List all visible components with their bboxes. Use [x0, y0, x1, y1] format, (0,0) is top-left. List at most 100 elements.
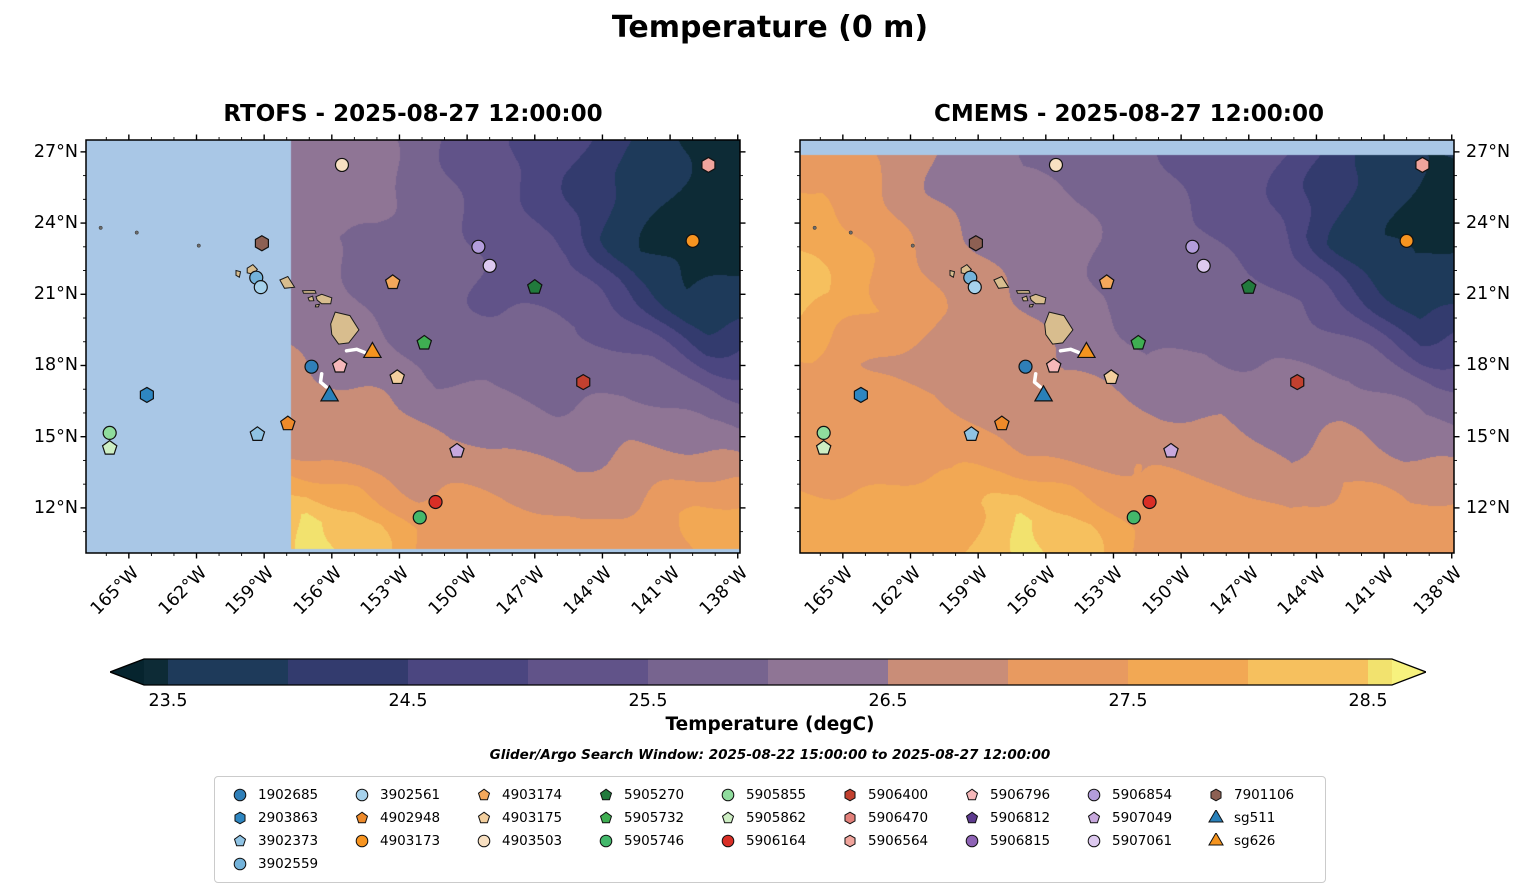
colorbar-segment — [144, 659, 169, 685]
island-molokai — [301, 289, 317, 294]
pentagon-marker-icon — [721, 811, 735, 824]
legend-label: 5906564 — [868, 833, 929, 849]
legend-marker-5906854 — [1087, 788, 1101, 802]
colorbar-tick-label: 26.5 — [868, 691, 908, 711]
glider-tracks — [318, 347, 367, 389]
legend-item-5906400: 5906400 — [839, 785, 945, 805]
legend-column: 5906854 5907049 5907061 — [1083, 785, 1189, 874]
glider-track-sg626 — [1058, 347, 1081, 355]
hexagon-marker-icon — [844, 811, 856, 825]
search-window-subtitle: Glider/Argo Search Window: 2025-08-22 15… — [489, 747, 1051, 763]
circle-marker-icon — [233, 857, 247, 871]
island-lanai — [307, 295, 315, 302]
legend-item-5905855: 5905855 — [717, 785, 823, 805]
float-marker-5905270 — [1240, 278, 1257, 294]
legend-label: 5906812 — [990, 810, 1051, 826]
legend-column: 7901106 sg511 sg626 — [1205, 785, 1311, 874]
legend-item-4902948: 4902948 — [351, 808, 457, 828]
float-marker-2903863 — [139, 386, 154, 404]
legend: 1902685 2903863 3902373 3902559 3902561 49029… — [214, 776, 1326, 883]
colorbar-segment — [888, 659, 1009, 685]
island-niihau — [235, 269, 242, 278]
float-marker-5905270 — [526, 278, 543, 294]
float-marker-4903503 — [334, 157, 350, 173]
colorbar-segment — [288, 659, 409, 685]
triangle-marker-icon — [1208, 833, 1224, 846]
legend-item-sg626: sg626 — [1205, 831, 1311, 851]
legend-label: 4903503 — [502, 833, 563, 849]
colorbar-segment — [168, 659, 289, 685]
hexagon-marker-icon — [1210, 788, 1222, 802]
axis-ticks — [80, 134, 746, 559]
float-marker-5905732 — [416, 334, 433, 350]
legend-column: 1902685 2903863 3902373 3902559 — [229, 785, 335, 874]
map-panel-rtofs — [80, 134, 746, 559]
legend-marker-3902373 — [233, 834, 247, 847]
glider-tracks — [1032, 347, 1081, 389]
triangle-marker-icon — [1208, 810, 1224, 823]
float-markers — [815, 156, 1430, 525]
float-marker-5906854 — [1185, 239, 1200, 254]
legend-item-5905270: 5905270 — [595, 785, 701, 805]
glider-track-sg511 — [1032, 372, 1042, 389]
legend-item-2903863: 2903863 — [229, 808, 335, 828]
float-marker-4903175 — [389, 369, 406, 385]
circle-marker-icon — [599, 834, 613, 848]
legend-marker-5906796 — [965, 788, 979, 801]
legend-label: 5907049 — [1112, 810, 1173, 826]
hexagon-marker-icon — [844, 834, 856, 848]
circle-marker-icon — [721, 788, 735, 802]
legend-item-5906470: 5906470 — [839, 808, 945, 828]
legend-label: 5906854 — [1112, 787, 1173, 803]
legend-label: 5906470 — [868, 810, 929, 826]
float-marker-3902561 — [967, 280, 982, 295]
lat-tick-label: 18°N — [1466, 355, 1511, 376]
map-overlay-rtofs — [80, 134, 746, 559]
circle-marker-icon — [1087, 834, 1101, 848]
legend-label: 5905855 — [746, 787, 807, 803]
island-nw-islet — [98, 225, 103, 230]
legend-label: 4903173 — [380, 833, 441, 849]
pentagon-marker-icon — [1087, 811, 1101, 824]
legend-label: 5905270 — [624, 787, 685, 803]
float-marker-4902948 — [994, 415, 1010, 431]
legend-item-5905746: 5905746 — [595, 831, 701, 851]
legend-marker-5905862 — [721, 811, 735, 824]
lat-tick-label: 27°N — [33, 141, 78, 162]
island-hawaii — [330, 311, 360, 345]
colorbar-tick-label: 23.5 — [148, 691, 188, 711]
float-marker-5907061 — [482, 258, 497, 273]
legend-label: 4903174 — [502, 787, 563, 803]
legend-marker-5905855 — [721, 788, 735, 802]
circle-marker-icon — [233, 788, 247, 802]
pentagon-marker-icon — [233, 834, 247, 847]
legend-marker-5906400 — [844, 788, 856, 802]
island-nihoa — [196, 243, 201, 248]
legend-item-3902561: 3902561 — [351, 785, 457, 805]
island-oahu — [279, 275, 296, 289]
colorbar-segment — [768, 659, 889, 685]
colorbar-segment — [1248, 659, 1369, 685]
legend-marker-4902948 — [355, 811, 369, 824]
island-necker — [848, 230, 853, 235]
lat-tick-label: 24°N — [33, 213, 78, 234]
legend-item-5907049: 5907049 — [1083, 808, 1189, 828]
float-marker-5906796 — [1045, 357, 1062, 373]
pentagon-marker-icon — [355, 811, 369, 824]
legend-column: 5906400 5906470 5906564 — [839, 785, 945, 874]
float-marker-5906854 — [471, 239, 486, 254]
legend-item-5906164: 5906164 — [717, 831, 823, 851]
legend-marker-7901106 — [1210, 788, 1222, 802]
legend-label: 5906164 — [746, 833, 807, 849]
hexagon-marker-icon — [844, 788, 856, 802]
axis-ticks — [794, 134, 1460, 559]
island-necker — [134, 230, 139, 235]
colorbar — [110, 658, 1426, 686]
legend-label: 5906400 — [868, 787, 929, 803]
colorbar-tick-label: 25.5 — [628, 691, 668, 711]
legend-item-4903175: 4903175 — [473, 808, 579, 828]
glider-track-sg511 — [318, 372, 328, 389]
colorbar-segment — [1368, 659, 1393, 685]
float-marker-4903175 — [1103, 369, 1120, 385]
float-marker-1902685 — [304, 359, 319, 374]
